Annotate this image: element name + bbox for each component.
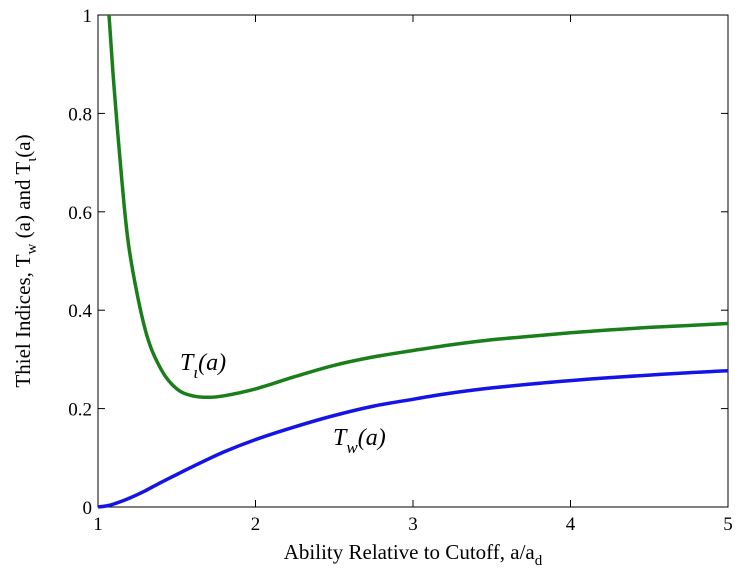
series-label-t-iota: Tι(a) <box>180 350 226 382</box>
y-tick-label: 1 <box>83 6 93 27</box>
x-axis-label: Ability Relative to Cutoff, a/ad <box>284 540 543 569</box>
series-line-t-w <box>97 368 729 509</box>
y-axis-label: Thiel Indices, Tw (a) and Tι(a) <box>11 134 40 387</box>
x-tick-label: 1 <box>93 514 103 535</box>
y-tick-label: 0.2 <box>68 400 92 421</box>
y-tick-label: 0.6 <box>68 203 92 224</box>
y-tick-label: 0.8 <box>68 104 92 125</box>
x-tick-label: 4 <box>566 514 576 535</box>
series-line-t-iota <box>107 14 729 400</box>
x-tick-label: 2 <box>251 514 261 535</box>
axis-tick-labels: 1 2 3 4 5 0 0.2 0.4 0.6 0.8 1 <box>68 6 733 535</box>
series-label-t-w: Tw(a) <box>333 425 386 457</box>
series-lines <box>97 14 729 509</box>
y-tick-label: 0.4 <box>68 301 92 322</box>
y-tick-label: 0 <box>83 498 93 519</box>
plot-area <box>97 14 729 508</box>
x-tick-label: 5 <box>723 514 733 535</box>
x-tick-label: 3 <box>408 514 418 535</box>
